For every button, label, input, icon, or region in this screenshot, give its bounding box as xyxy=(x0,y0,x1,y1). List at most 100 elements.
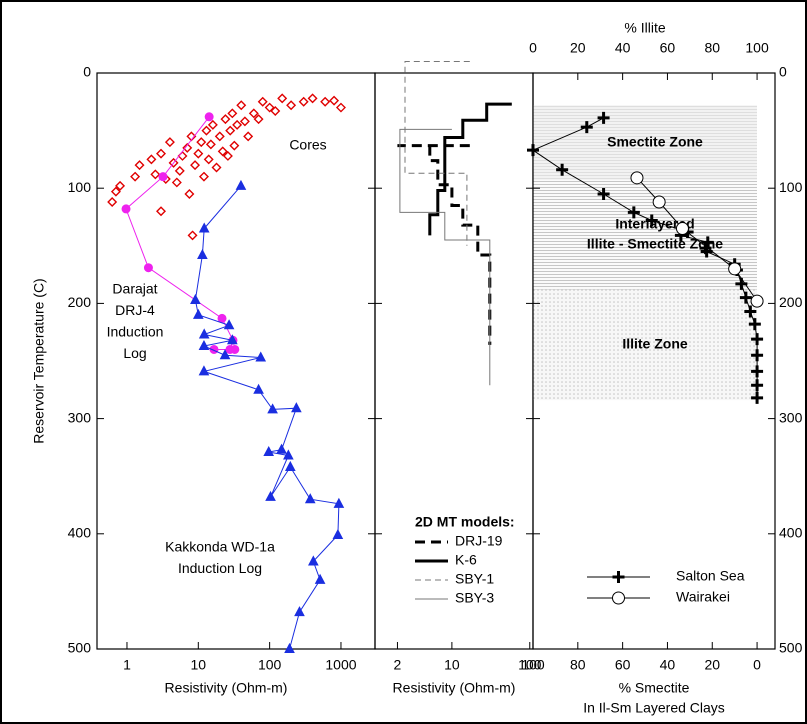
marker xyxy=(191,295,200,304)
marker xyxy=(205,155,213,163)
marker xyxy=(333,530,342,539)
x2-tick-label: 40 xyxy=(615,40,631,56)
marker xyxy=(185,190,193,198)
annotation: Cores xyxy=(289,137,326,153)
marker xyxy=(729,263,741,275)
marker xyxy=(228,109,236,117)
marker xyxy=(178,152,186,160)
marker xyxy=(285,644,294,653)
marker xyxy=(191,161,199,169)
x-axis-label: % Smectite xyxy=(619,680,690,696)
annotation: Log xyxy=(123,345,146,361)
x-tick-label: 100 xyxy=(521,657,545,673)
marker xyxy=(278,94,286,102)
annotation: Kakkonda WD-1a xyxy=(165,539,275,555)
y-tick-label: 0 xyxy=(779,64,787,80)
annotation: Induction xyxy=(107,324,164,340)
legend-label: K-6 xyxy=(455,552,477,568)
marker xyxy=(256,353,265,362)
marker xyxy=(286,462,295,471)
marker xyxy=(306,494,315,503)
marker xyxy=(159,173,167,181)
legend-label: Salton Sea xyxy=(676,568,745,584)
marker xyxy=(218,314,226,322)
y-axis-label: Reservoir Temperature (C) xyxy=(31,278,47,443)
marker xyxy=(287,101,295,109)
y-tick-label: 300 xyxy=(779,409,803,425)
x-tick-label: 40 xyxy=(660,657,676,673)
zone-label: Illite Zone xyxy=(622,336,688,352)
marker xyxy=(131,173,139,181)
x-tick-label: 80 xyxy=(570,657,586,673)
x-tick-label: 60 xyxy=(615,657,631,673)
marker xyxy=(151,170,159,178)
marker xyxy=(230,142,238,150)
x-axis-label: Resistivity (Ohm-m) xyxy=(165,680,288,696)
annotation: Darajat xyxy=(112,281,157,297)
marker xyxy=(292,403,301,412)
marker xyxy=(277,445,286,454)
marker xyxy=(198,250,207,258)
marker xyxy=(194,310,203,319)
x-tick-label: 100 xyxy=(258,657,282,673)
marker xyxy=(157,150,165,158)
marker xyxy=(200,173,208,181)
marker xyxy=(173,178,181,186)
y-tick-label: 400 xyxy=(779,525,803,541)
annotation: Induction Log xyxy=(178,560,262,576)
legend-marker xyxy=(613,592,625,604)
x2-tick-label: 20 xyxy=(570,40,586,56)
marker xyxy=(233,121,241,129)
y-tick-label: 200 xyxy=(779,294,803,310)
series-line xyxy=(430,104,512,235)
marker xyxy=(166,138,174,146)
marker xyxy=(194,150,202,158)
x-tick-label: 1 xyxy=(123,657,131,673)
marker xyxy=(197,138,205,146)
x-axis-label: In Il-Sm Layered Clays xyxy=(583,700,725,716)
page: {"chart_data": [ {"type": "scatter", "xs… xyxy=(0,0,807,724)
x-tick-label: 0 xyxy=(753,657,761,673)
marker xyxy=(316,575,325,584)
series-line xyxy=(405,62,470,246)
y-tick-label: 300 xyxy=(68,409,92,425)
marker xyxy=(157,207,165,215)
marker xyxy=(266,492,275,501)
y-tick-label: 500 xyxy=(68,640,92,656)
annotation: DRJ-4 xyxy=(115,302,155,318)
marker xyxy=(144,264,152,272)
x-tick-label: 10 xyxy=(191,657,207,673)
marker xyxy=(300,98,308,106)
y-tick-label: 0 xyxy=(83,64,91,80)
x-tick-label: 10 xyxy=(444,657,460,673)
marker xyxy=(631,172,643,184)
x-tick-label: 2 xyxy=(394,657,402,673)
x2-tick-label: 80 xyxy=(704,40,720,56)
marker xyxy=(653,196,665,208)
x2-tick-label: 0 xyxy=(529,40,537,56)
marker xyxy=(205,113,213,121)
marker xyxy=(244,132,252,140)
x2-tick-label: 100 xyxy=(745,40,769,56)
y-tick-label: 500 xyxy=(779,640,803,656)
legend-label: SBY-3 xyxy=(455,590,494,606)
y-tick-label: 200 xyxy=(68,294,92,310)
y-tick-label: 400 xyxy=(68,525,92,541)
marker xyxy=(122,205,130,213)
y-tick-label: 100 xyxy=(68,179,92,195)
legend-title: 2D MT models: xyxy=(415,514,515,530)
marker xyxy=(751,295,763,307)
marker xyxy=(231,345,239,353)
marker xyxy=(189,231,197,239)
zone-label: Smectite Zone xyxy=(607,133,703,149)
marker xyxy=(108,198,116,206)
marker xyxy=(337,104,345,112)
marker xyxy=(321,98,329,106)
marker xyxy=(147,155,155,163)
legend-marker xyxy=(613,571,625,583)
marker xyxy=(213,163,221,171)
marker xyxy=(216,132,224,140)
y-tick-label: 100 xyxy=(779,179,803,195)
marker xyxy=(295,607,304,616)
legend-label: Wairakei xyxy=(676,589,730,605)
